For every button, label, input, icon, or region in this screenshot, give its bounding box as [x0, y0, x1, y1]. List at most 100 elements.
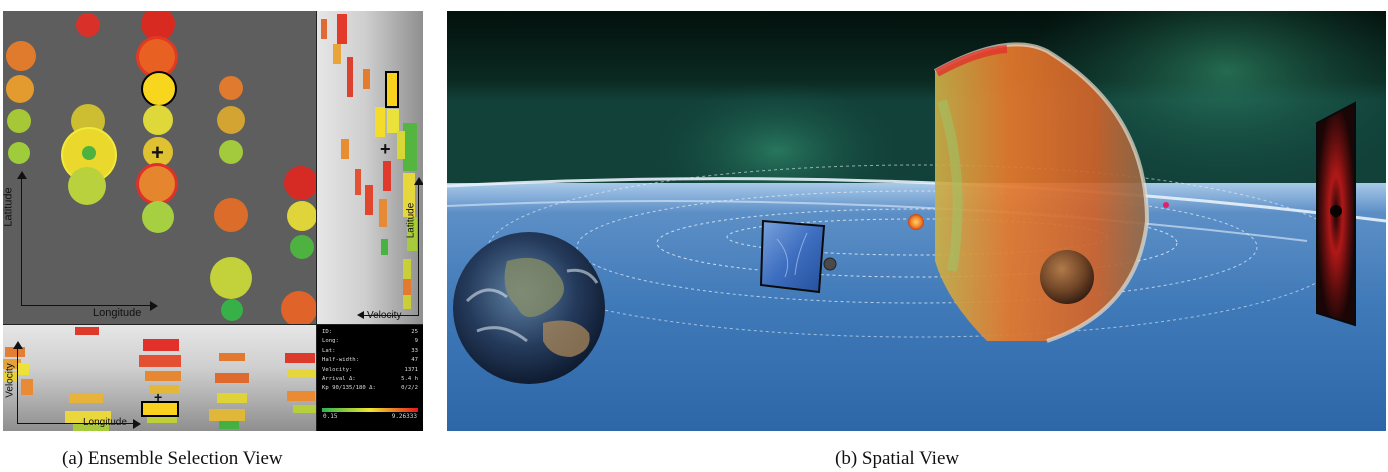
- ensemble-member[interactable]: [219, 421, 239, 429]
- ensemble-member[interactable]: [347, 57, 353, 97]
- earth-clouds: [465, 268, 599, 343]
- image-plane-left-detail: [776, 232, 808, 278]
- ensemble-member[interactable]: [363, 69, 370, 89]
- ensemble-member[interactable]: [75, 327, 99, 335]
- y-axis-arrow-icon: [13, 341, 23, 349]
- info-row: Velocity: 1371: [322, 366, 418, 374]
- lon-vel-view[interactable]: + Longitude Velocity: [3, 325, 316, 431]
- ensemble-member[interactable]: [6, 75, 34, 103]
- ensemble-member[interactable]: [143, 137, 173, 167]
- selected-ensemble-member[interactable]: [141, 71, 177, 107]
- ensemble-member[interactable]: [139, 355, 181, 367]
- ensemble-member[interactable]: [210, 257, 252, 299]
- x-axis-arrow-icon: [133, 419, 141, 429]
- caption-ensemble-selection-view: (a) Ensemble Selection View: [62, 448, 283, 469]
- ensemble-member[interactable]: [73, 423, 109, 431]
- info-row: ID: 25: [322, 328, 418, 336]
- ensemble-member[interactable]: [355, 169, 361, 195]
- ensemble-member[interactable]: [293, 405, 316, 413]
- lat-vel-ylabel: Latitude: [405, 202, 417, 239]
- ensemble-member[interactable]: [337, 14, 347, 44]
- ensemble-selection-view: + Longitude Latitude: [3, 11, 423, 431]
- selected-ensemble-member[interactable]: [385, 71, 399, 108]
- ensemble-member[interactable]: [142, 201, 174, 233]
- ensemble-member[interactable]: [145, 371, 181, 381]
- ensemble-member[interactable]: [219, 140, 243, 164]
- info-row: Arrival Δ: 5.4 h: [322, 375, 418, 383]
- ensemble-member[interactable]: [321, 19, 327, 39]
- ensemble-member[interactable]: [375, 107, 385, 137]
- ensemble-member[interactable]: [147, 417, 177, 423]
- ensemble-member[interactable]: [217, 106, 245, 134]
- ensemble-member[interactable]: [68, 167, 106, 205]
- ensemble-member[interactable]: [403, 173, 415, 217]
- ensemble-member[interactable]: [141, 11, 175, 41]
- ensemble-member[interactable]: [139, 39, 175, 75]
- ensemble-member[interactable]: [214, 198, 248, 232]
- ensemble-member[interactable]: [407, 217, 417, 251]
- ensemble-member[interactable]: [69, 393, 103, 403]
- ensemble-member[interactable]: [219, 353, 245, 361]
- ensemble-member[interactable]: [333, 44, 341, 64]
- plane-edge-highlight: [447, 177, 1386, 223]
- selected-ensemble-member[interactable]: [141, 401, 179, 417]
- info-row: Kp 90/135/180 Δ: 0/2/2: [322, 384, 418, 392]
- ensemble-member[interactable]: [76, 13, 100, 37]
- info-value: 5.4 h: [401, 376, 418, 382]
- spatial-scene[interactable]: [447, 11, 1386, 431]
- lat-lon-view[interactable]: + Longitude Latitude: [3, 11, 316, 324]
- y-axis-line: [17, 347, 18, 423]
- lat-lon-ylabel: Latitude: [3, 187, 15, 227]
- info-key: ID:: [322, 329, 333, 335]
- ensemble-member[interactable]: [17, 363, 29, 375]
- ensemble-member[interactable]: [290, 235, 314, 259]
- spatial-view[interactable]: [447, 11, 1386, 431]
- ensemble-member[interactable]: [221, 299, 243, 321]
- ensemble-member[interactable]: [219, 76, 243, 100]
- ensemble-member[interactable]: [3, 371, 17, 381]
- ensemble-member[interactable]: [217, 393, 247, 403]
- ensemble-member[interactable]: [7, 109, 31, 133]
- ensemble-member[interactable]: [65, 411, 111, 423]
- ensemble-member[interactable]: [365, 185, 373, 215]
- ensemble-member[interactable]: [215, 373, 249, 383]
- ensemble-member[interactable]: [3, 359, 21, 369]
- lat-vel-view[interactable]: + Velocity Latitude: [317, 11, 423, 324]
- ensemble-member[interactable]: [387, 109, 399, 133]
- plane-edge-highlight: [447, 200, 1308, 242]
- ensemble-member[interactable]: [6, 41, 36, 71]
- ensemble-member[interactable]: [284, 166, 316, 200]
- ensemble-member[interactable]: [143, 339, 179, 351]
- ensemble-member[interactable]: [143, 105, 173, 135]
- color-scale-max: 9.26333: [391, 413, 417, 420]
- caption-spatial-view: (b) Spatial View: [835, 448, 960, 469]
- cme-front: [935, 44, 1147, 341]
- info-key: Lat:: [322, 347, 336, 354]
- ensemble-member[interactable]: [21, 379, 33, 395]
- ensemble-member[interactable]: [379, 199, 387, 227]
- info-value: 25: [411, 329, 418, 335]
- ensemble-member[interactable]: [287, 391, 315, 401]
- y-axis-arrow-icon: [17, 171, 27, 179]
- ensemble-member[interactable]: [8, 142, 30, 164]
- ensemble-member[interactable]: [149, 385, 179, 393]
- ensemble-member[interactable]: [285, 353, 315, 363]
- info-key: Long:: [322, 338, 339, 345]
- ensemble-member[interactable]: [403, 123, 417, 171]
- ensemble-member[interactable]: [397, 131, 405, 159]
- ensemble-member[interactable]: [5, 347, 25, 357]
- orbit-ring: [656, 208, 1178, 278]
- ensemble-member[interactable]: [287, 201, 316, 231]
- ensemble-member[interactable]: [383, 161, 391, 191]
- ensemble-member[interactable]: [381, 239, 388, 255]
- ensemble-member[interactable]: [341, 139, 349, 159]
- ensemble-member[interactable]: [82, 146, 96, 160]
- ensemble-member[interactable]: [209, 409, 245, 421]
- ensemble-member[interactable]: [281, 291, 316, 324]
- x-axis-line: [17, 423, 135, 424]
- info-key: Arrival Δ:: [322, 376, 356, 382]
- ensemble-member[interactable]: [287, 369, 316, 377]
- ensemble-member[interactable]: [403, 279, 411, 295]
- ensemble-member[interactable]: [139, 166, 175, 202]
- x-axis-arrow-icon: [150, 301, 158, 311]
